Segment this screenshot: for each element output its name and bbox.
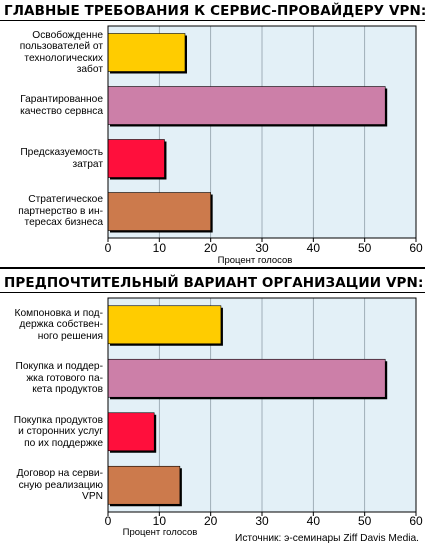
chart1-category-label: Предсказуемость затрат [2, 147, 103, 170]
section-divider [0, 267, 425, 269]
category-label-line: держка собствен- [19, 319, 103, 330]
chart2-bar [107, 358, 386, 398]
category-label-line: Покупка и поддер- [15, 361, 103, 372]
category-label-line: качество сервнса [20, 105, 103, 117]
category-label-line: и сторонних услуг [18, 426, 103, 437]
chart1-x-tick-label: 40 [307, 241, 321, 255]
chart2-category-label: Покупка продуктов и сторонних услуг по их … [2, 415, 103, 450]
chart2-category-label: Договор на серви-сную реализацию VPN [2, 468, 103, 503]
category-label-line: кета продуктов [32, 384, 103, 395]
chart1-x-tick-label: 0 [105, 241, 112, 255]
chart2-x-tick-label: 60 [409, 514, 423, 528]
chart2-x-tick-label: 0 [105, 514, 112, 528]
category-label-line: ного решения [37, 330, 103, 342]
chart2-x-axis-label: Процент голосов [123, 527, 198, 538]
chart2-x-tick-label: 50 [358, 514, 372, 528]
chart2-bar [107, 305, 222, 345]
category-label-line: тересах бизнеса [24, 217, 103, 229]
chart2-category-label: Покупка и поддер-жка готового па-кета пр… [2, 361, 103, 396]
chart1-title-rule [0, 20, 425, 21]
chart2-bar [107, 412, 155, 452]
category-label-line: технологических [24, 52, 103, 64]
category-label-line: затрат [72, 158, 103, 170]
chart1-x-axis-label: Процент голосов [218, 255, 293, 266]
category-label-line: Компоновка и под- [14, 307, 103, 319]
category-label-line: жка готового па- [26, 372, 103, 384]
category-label-line: партнерство в ин- [18, 205, 103, 217]
category-label-line: забот [76, 64, 103, 75]
chart1-x-tick-label: 20 [204, 241, 218, 255]
chart1-category-label: Гарантированное качество сервнса [2, 94, 103, 117]
category-label-line: Освобожденне [32, 29, 103, 41]
chart2-bar [107, 465, 181, 505]
chart2-category-label: Компоновка и под-держка собствен-ного ре… [2, 308, 103, 343]
chart1-bar [107, 86, 386, 125]
chart2-x-tick-label: 20 [204, 514, 218, 528]
chart1-category-label: Освобожденне пользователей от технологичес… [2, 30, 103, 76]
category-label-line: Предсказуемость [20, 147, 103, 158]
category-label-line: сную реализацию [18, 479, 103, 491]
category-label-line: Гарантированное [20, 94, 103, 105]
chart1-title: ГЛАВНЫЕ ТРЕБОВАНИЯ К СЕРВИС-ПРОВАЙДЕРУ V… [4, 3, 425, 19]
chart1-x-tick-label: 60 [409, 241, 423, 255]
chart1-bar [107, 33, 186, 72]
category-label-line: Договор на серви- [16, 468, 103, 479]
source-note: Источник: э-семинары Ziff Davis Media. [235, 533, 419, 544]
category-label-line: VPN [82, 491, 103, 502]
chart1-bar [107, 192, 211, 231]
category-label-line: по их поддержке [24, 437, 103, 449]
category-label-line: Стратегическое [28, 194, 103, 206]
chart2-title-rule [0, 292, 425, 293]
chart1-category-label: Стратегическое партнерство в ин-тересах б… [2, 194, 103, 229]
category-label-line: Покупка продуктов [13, 414, 103, 426]
chart2-x-tick-label: 10 [153, 514, 167, 528]
chart2-x-tick-label: 40 [307, 514, 321, 528]
chart1-x-tick-label: 30 [255, 241, 269, 255]
chart2-title: ПРЕДПОЧТИТЕЛЬНЫЙ ВАРИАНТ ОРГАНИЗАЦИИ VPN… [4, 275, 424, 291]
chart1-x-tick-label: 50 [358, 241, 372, 255]
chart1-x-tick-label: 10 [153, 241, 167, 255]
chart1-bar [107, 139, 165, 178]
chart2-x-tick-label: 30 [255, 514, 269, 528]
category-label-line: пользователей от [19, 41, 103, 52]
